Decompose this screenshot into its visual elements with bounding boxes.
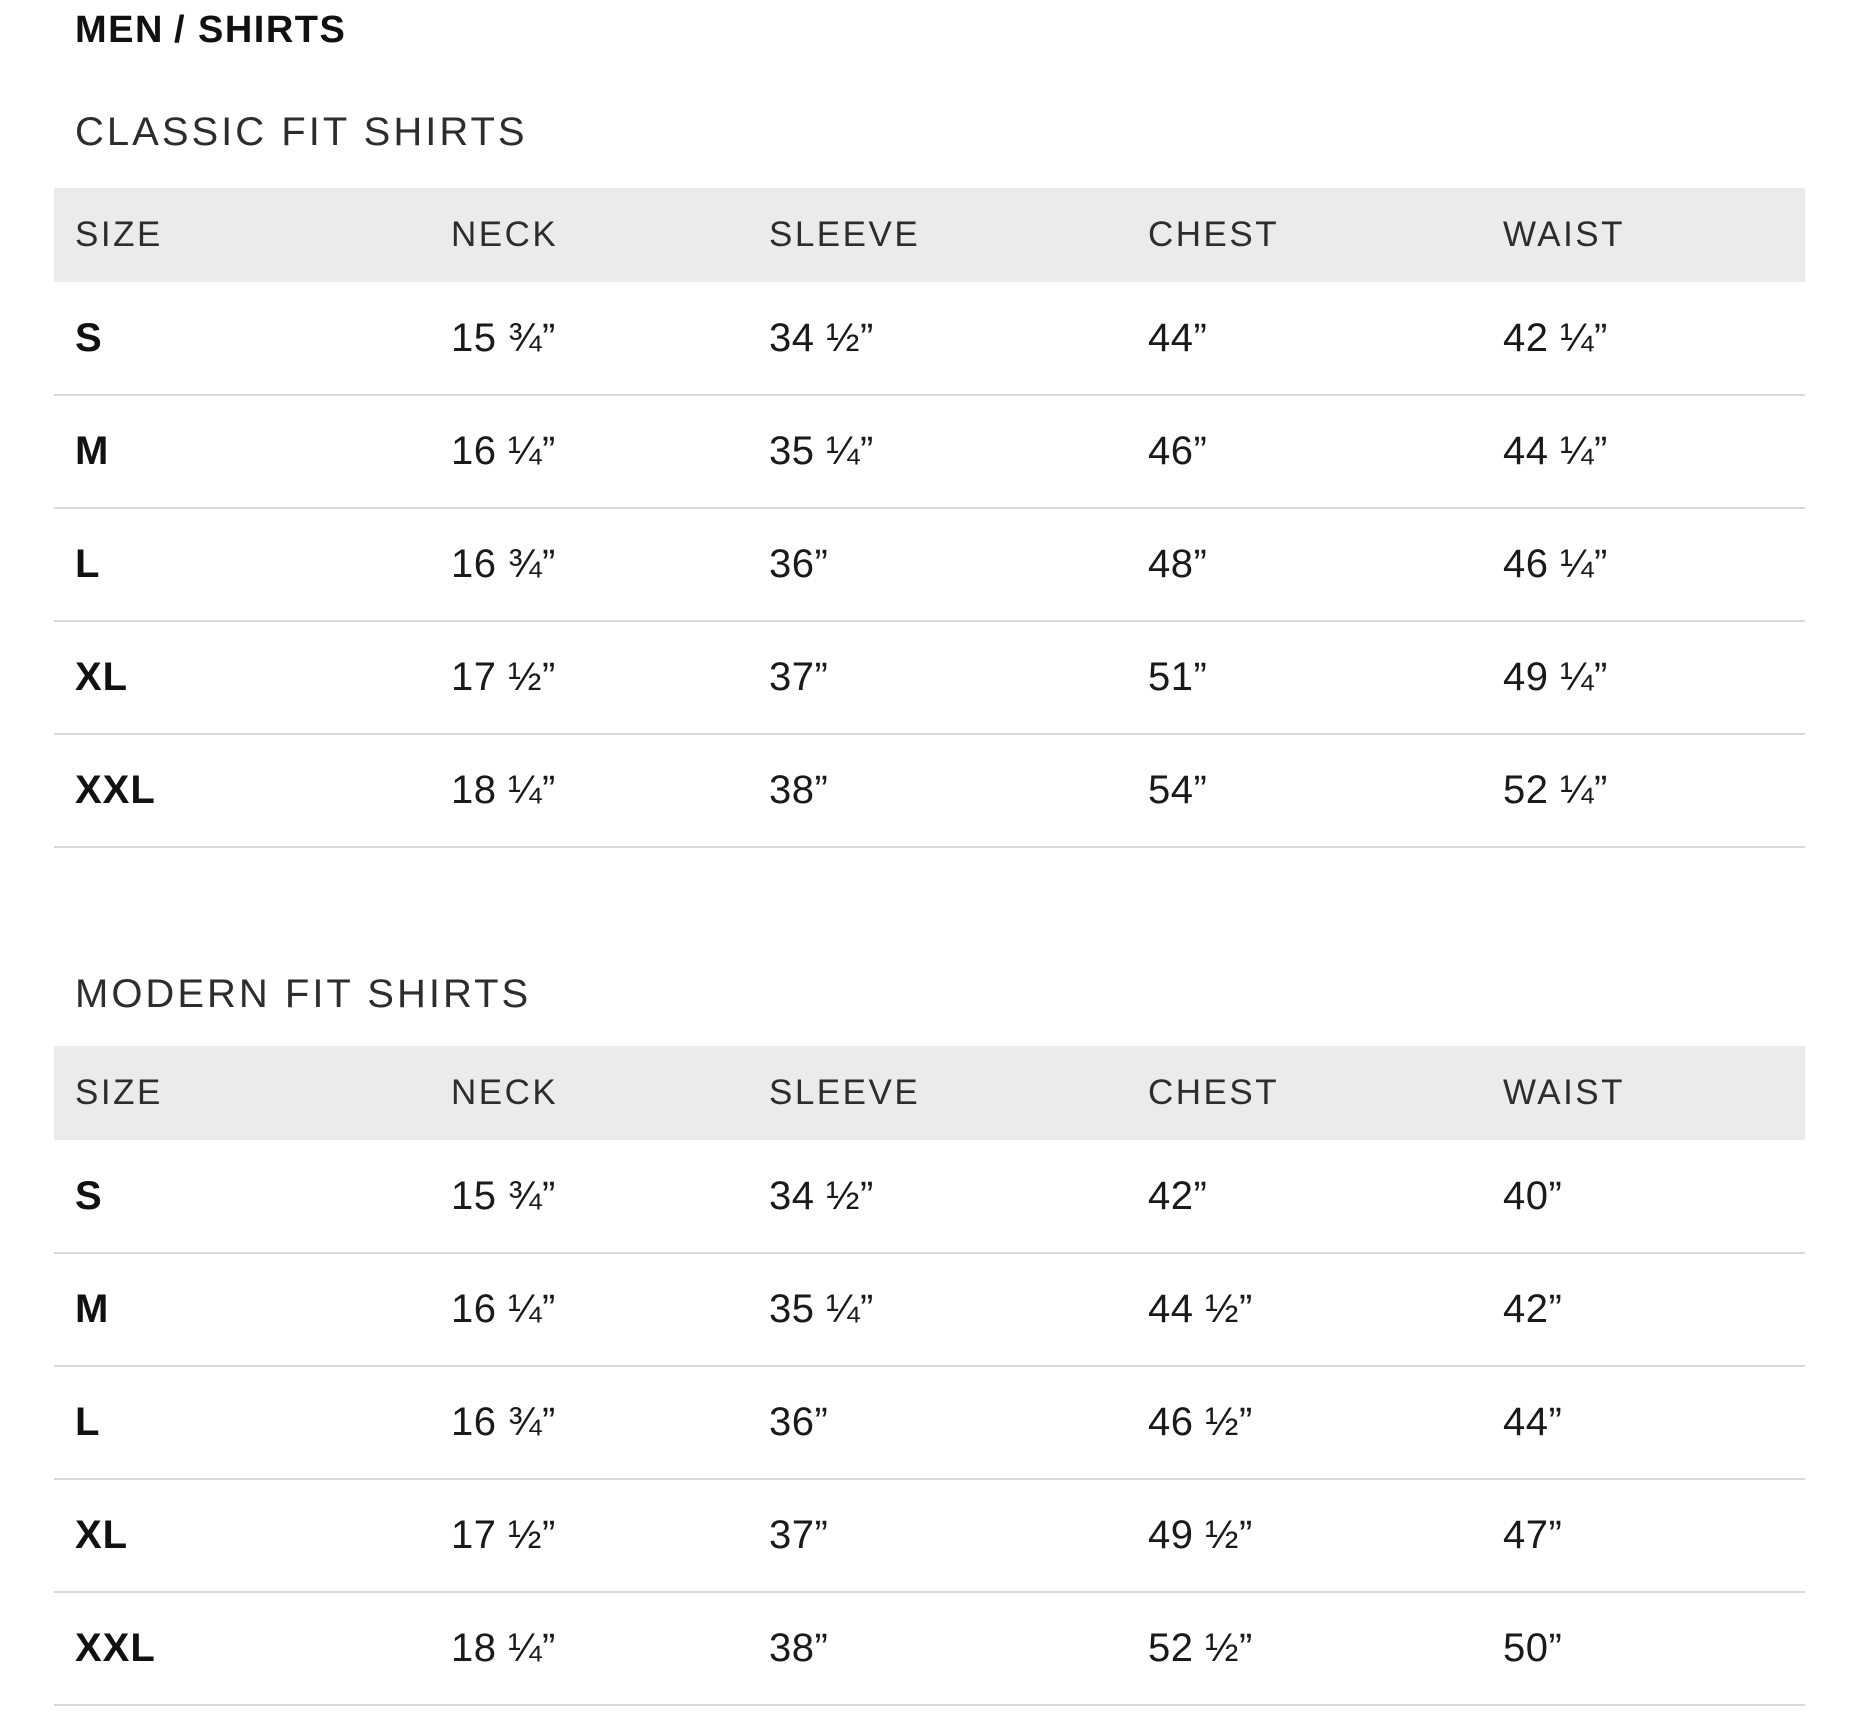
chest-cell: 49 ½” bbox=[1127, 1479, 1482, 1593]
breadcrumb: MEN / SHIRTS bbox=[75, 8, 1805, 52]
waist-cell: 49 ¼” bbox=[1482, 621, 1805, 735]
classic-fit-table: SIZE NECK SLEEVE CHEST WAIST S 15 ¾” 34 … bbox=[54, 188, 1805, 848]
waist-cell: 44” bbox=[1482, 1366, 1805, 1480]
col-header-neck: NECK bbox=[430, 188, 748, 282]
table-row: S 15 ¾” 34 ½” 42” 40” bbox=[54, 1140, 1805, 1254]
size-cell: M bbox=[54, 1253, 430, 1367]
table-row: M 16 ¼” 35 ¼” 46” 44 ¼” bbox=[54, 395, 1805, 509]
size-cell: S bbox=[54, 282, 430, 396]
table-row: XXL 18 ¼” 38” 52 ½” 50” bbox=[54, 1592, 1805, 1706]
chest-cell: 44” bbox=[1127, 282, 1482, 396]
neck-cell: 18 ¼” bbox=[430, 1592, 748, 1706]
waist-cell: 42” bbox=[1482, 1253, 1805, 1367]
modern-header-row: SIZE NECK SLEEVE CHEST WAIST bbox=[54, 1046, 1805, 1140]
col-header-neck: NECK bbox=[430, 1046, 748, 1140]
sleeve-cell: 34 ½” bbox=[748, 282, 1127, 396]
size-cell: XXL bbox=[54, 734, 430, 848]
size-cell: L bbox=[54, 1366, 430, 1480]
sleeve-cell: 36” bbox=[748, 1366, 1127, 1480]
col-header-waist: WAIST bbox=[1482, 1046, 1805, 1140]
chest-cell: 52 ½” bbox=[1127, 1592, 1482, 1706]
size-cell: M bbox=[54, 395, 430, 509]
col-header-sleeve: SLEEVE bbox=[748, 188, 1127, 282]
chest-cell: 46” bbox=[1127, 395, 1482, 509]
size-cell: XL bbox=[54, 1479, 430, 1593]
waist-cell: 52 ¼” bbox=[1482, 734, 1805, 848]
modern-fit-table: SIZE NECK SLEEVE CHEST WAIST S 15 ¾” 34 … bbox=[54, 1046, 1805, 1706]
col-header-size: SIZE bbox=[54, 1046, 430, 1140]
neck-cell: 18 ¼” bbox=[430, 734, 748, 848]
neck-cell: 16 ¼” bbox=[430, 395, 748, 509]
chest-cell: 48” bbox=[1127, 508, 1482, 622]
neck-cell: 16 ¼” bbox=[430, 1253, 748, 1367]
table-row: XL 17 ½” 37” 49 ½” 47” bbox=[54, 1479, 1805, 1593]
breadcrumb-page: SHIRTS bbox=[198, 9, 347, 51]
size-cell: S bbox=[54, 1140, 430, 1254]
table-row: XXL 18 ¼” 38” 54” 52 ¼” bbox=[54, 734, 1805, 848]
chest-cell: 44 ½” bbox=[1127, 1253, 1482, 1367]
sleeve-cell: 36” bbox=[748, 508, 1127, 622]
col-header-size: SIZE bbox=[54, 188, 430, 282]
neck-cell: 16 ¾” bbox=[430, 508, 748, 622]
chest-cell: 42” bbox=[1127, 1140, 1482, 1254]
classic-header-row: SIZE NECK SLEEVE CHEST WAIST bbox=[54, 188, 1805, 282]
waist-cell: 40” bbox=[1482, 1140, 1805, 1254]
size-cell: XL bbox=[54, 621, 430, 735]
neck-cell: 15 ¾” bbox=[430, 1140, 748, 1254]
col-header-chest: CHEST bbox=[1127, 188, 1482, 282]
breadcrumb-separator: / bbox=[173, 9, 187, 51]
classic-fit-title: CLASSIC FIT SHIRTS bbox=[75, 110, 528, 154]
col-header-chest: CHEST bbox=[1127, 1046, 1482, 1140]
breadcrumb-section: MEN bbox=[75, 9, 164, 51]
chest-cell: 54” bbox=[1127, 734, 1482, 848]
sleeve-cell: 35 ¼” bbox=[748, 1253, 1127, 1367]
neck-cell: 15 ¾” bbox=[430, 282, 748, 396]
neck-cell: 17 ½” bbox=[430, 621, 748, 735]
chest-cell: 46 ½” bbox=[1127, 1366, 1482, 1480]
sleeve-cell: 38” bbox=[748, 734, 1127, 848]
sleeve-cell: 34 ½” bbox=[748, 1140, 1127, 1254]
table-row: XL 17 ½” 37” 51” 49 ¼” bbox=[54, 621, 1805, 735]
waist-cell: 42 ¼” bbox=[1482, 282, 1805, 396]
col-header-waist: WAIST bbox=[1482, 188, 1805, 282]
neck-cell: 16 ¾” bbox=[430, 1366, 748, 1480]
table-row: M 16 ¼” 35 ¼” 44 ½” 42” bbox=[54, 1253, 1805, 1367]
size-cell: XXL bbox=[54, 1592, 430, 1706]
waist-cell: 44 ¼” bbox=[1482, 395, 1805, 509]
col-header-sleeve: SLEEVE bbox=[748, 1046, 1127, 1140]
sleeve-cell: 35 ¼” bbox=[748, 395, 1127, 509]
modern-fit-title: MODERN FIT SHIRTS bbox=[75, 972, 532, 1016]
table-row: S 15 ¾” 34 ½” 44” 42 ¼” bbox=[54, 282, 1805, 396]
waist-cell: 46 ¼” bbox=[1482, 508, 1805, 622]
waist-cell: 50” bbox=[1482, 1592, 1805, 1706]
waist-cell: 47” bbox=[1482, 1479, 1805, 1593]
sleeve-cell: 38” bbox=[748, 1592, 1127, 1706]
chest-cell: 51” bbox=[1127, 621, 1482, 735]
table-row: L 16 ¾” 36” 46 ½” 44” bbox=[54, 1366, 1805, 1480]
sleeve-cell: 37” bbox=[748, 1479, 1127, 1593]
neck-cell: 17 ½” bbox=[430, 1479, 748, 1593]
table-row: L 16 ¾” 36” 48” 46 ¼” bbox=[54, 508, 1805, 622]
size-cell: L bbox=[54, 508, 430, 622]
sleeve-cell: 37” bbox=[748, 621, 1127, 735]
